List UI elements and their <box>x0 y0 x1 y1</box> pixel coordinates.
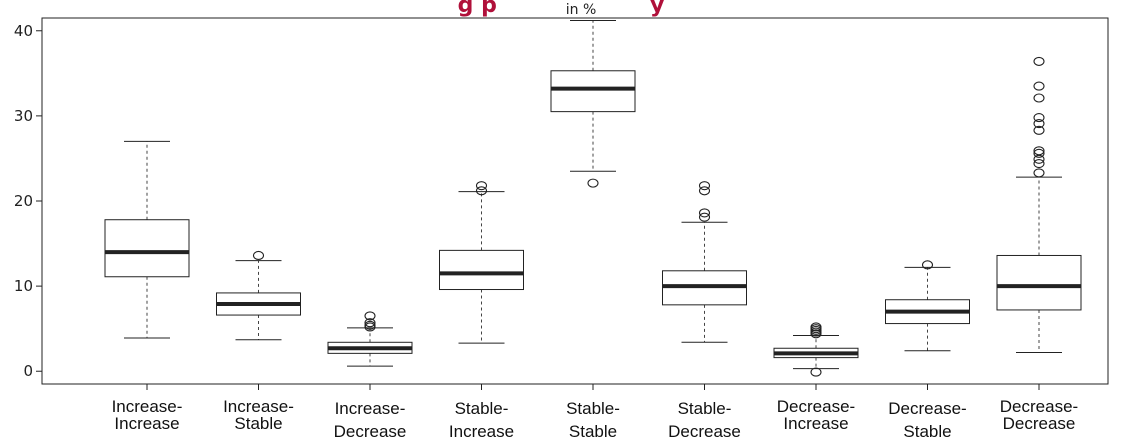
outlier-point <box>810 322 822 332</box>
y-tick-label: 40 <box>14 22 33 40</box>
box-body <box>996 254 1082 311</box>
x-category-label: Increase <box>783 414 848 433</box>
outlier-point <box>810 367 822 377</box>
outlier-point <box>1033 148 1045 158</box>
box-7 <box>773 322 859 377</box>
x-category-label: Decrease <box>668 422 741 438</box>
outlier-point <box>364 320 376 330</box>
outlier-point <box>364 311 376 321</box>
outlier-point <box>475 181 488 191</box>
outlier-point <box>1033 146 1045 156</box>
x-category-label: Increase- <box>112 397 183 416</box>
outlier-point <box>1033 158 1045 169</box>
outlier-point <box>1033 81 1045 91</box>
y-tick-label: 0 <box>23 362 33 380</box>
y-axis: 0 10 20 30 40 <box>14 22 42 380</box>
box-2 <box>216 250 301 341</box>
box-body <box>439 249 524 291</box>
x-category-label: Decrease- <box>888 399 966 418</box>
outlier-point <box>1033 113 1045 123</box>
chart-subtitle: in % <box>566 2 597 18</box>
x-category-label: Stable <box>903 422 951 438</box>
boxes-group <box>104 20 1082 377</box>
x-category-label: Increase <box>449 422 514 438</box>
outlier-point <box>1033 93 1045 103</box>
x-category-label: Stable- <box>566 399 620 418</box>
outlier-point <box>364 318 376 328</box>
box-body <box>550 70 636 113</box>
x-axis: Increase-IncreaseIncrease-StableIncrease… <box>112 384 1078 438</box>
outlier-point <box>698 181 711 191</box>
outlier-point <box>1033 118 1045 129</box>
x-category-label: Increase- <box>223 397 294 416</box>
x-category-label: Increase <box>114 414 179 433</box>
outlier-point <box>921 260 934 270</box>
outlier-point <box>698 208 711 218</box>
outlier-point <box>252 250 265 261</box>
outlier-point <box>1033 56 1045 66</box>
outlier-point <box>1033 125 1045 135</box>
y-tick-label: 20 <box>14 192 33 210</box>
x-category-label: Stable <box>234 414 282 433</box>
x-category-label: Decrease <box>1003 414 1076 433</box>
x-category-label: Decrease- <box>777 397 855 416</box>
box-1 <box>104 140 190 339</box>
box-6 <box>662 181 747 343</box>
outlier-point <box>1033 168 1045 178</box>
outlier-point <box>698 212 711 222</box>
box-4 <box>439 181 524 344</box>
box-8 <box>885 260 970 352</box>
x-category-label: Stable- <box>455 399 509 418</box>
box-3 <box>327 311 413 367</box>
x-category-label: Stable <box>569 422 617 438</box>
box-body <box>104 219 190 278</box>
outlier-point <box>698 186 711 196</box>
box-5 <box>550 20 636 188</box>
x-category-label: Stable- <box>678 399 732 418</box>
outlier-point <box>475 186 488 196</box>
x-category-label: Increase- <box>335 399 406 418</box>
outlier-point <box>587 178 599 188</box>
y-tick-label: 30 <box>14 107 33 125</box>
x-category-label: Decrease <box>334 422 407 438</box>
y-tick-label: 10 <box>14 277 33 295</box>
x-category-label: Decrease- <box>1000 397 1078 416</box>
box-9 <box>996 56 1082 354</box>
chart-title: g p y <box>458 0 665 18</box>
